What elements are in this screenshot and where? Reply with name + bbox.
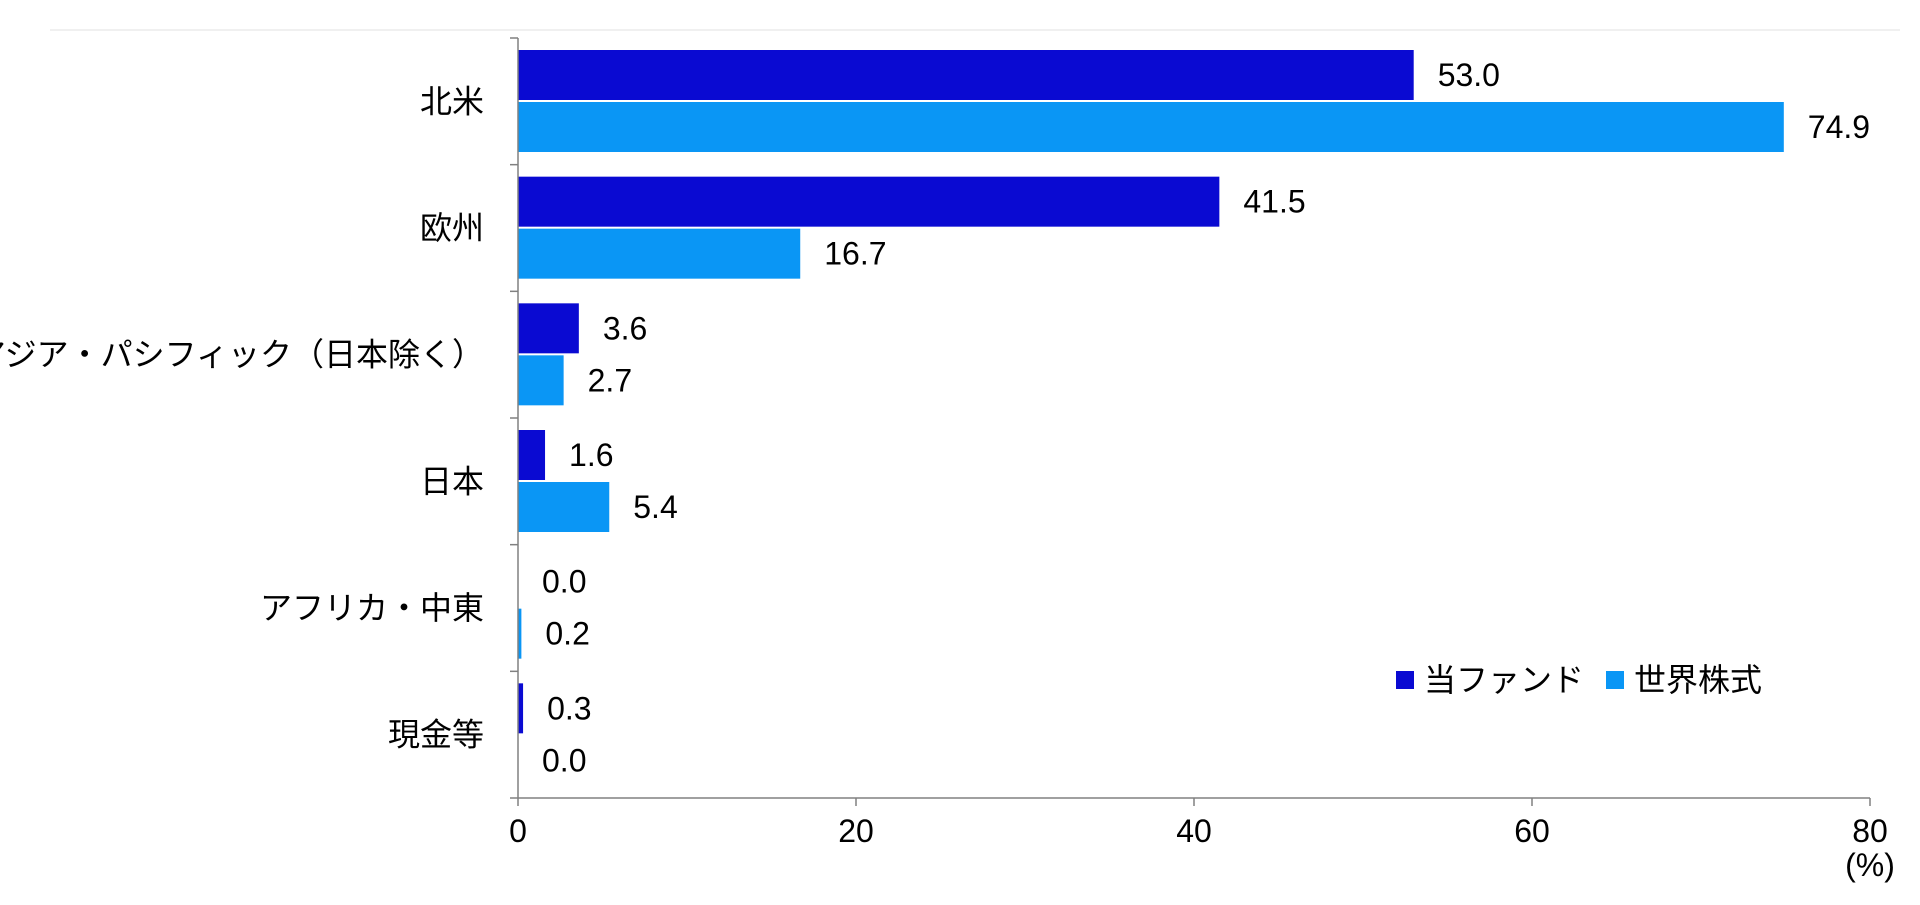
value-label: 1.6: [569, 437, 613, 473]
category-label: アフリカ・中東: [260, 590, 484, 626]
x-tick-label: 20: [838, 813, 874, 849]
value-label: 0.2: [545, 616, 589, 652]
bar-world: [518, 228, 801, 279]
legend-label: 世界株式: [1634, 662, 1762, 698]
axes-layer: 0 20 40 60 80(%): [509, 37, 1895, 883]
value-label: 16.7: [824, 236, 886, 272]
legend-label: 当ファンド: [1424, 662, 1584, 698]
value-label: 0.0: [542, 742, 586, 778]
category-label: アジア・パシフィック（日本除く）: [0, 337, 484, 373]
bar-world: [518, 608, 522, 659]
bar-world: [518, 355, 564, 406]
x-tick-label: 40: [1176, 813, 1212, 849]
value-label: 3.6: [603, 310, 647, 346]
x-tick-label: 80: [1852, 813, 1888, 849]
bar-fund: [518, 683, 524, 734]
category-label: 北米: [420, 83, 484, 119]
legend: 当ファンド 世界株式: [1396, 662, 1762, 698]
bar-world: [518, 102, 1784, 152]
bar-fund: [518, 430, 546, 480]
category-label: 欧州: [420, 210, 484, 246]
value-label: 0.0: [542, 564, 586, 600]
category-label: 日本: [420, 463, 484, 499]
category-label: 現金等: [388, 717, 484, 753]
value-label: 74.9: [1808, 109, 1870, 145]
value-label: 53.0: [1438, 57, 1500, 93]
legend-swatch-fund: [1396, 671, 1414, 689]
bars-layer: [518, 50, 1784, 734]
bar-fund: [518, 176, 1220, 227]
legend-swatch-world: [1606, 671, 1624, 689]
x-tick-label: 60: [1514, 813, 1550, 849]
value-label: 41.5: [1243, 184, 1305, 220]
bar-fund: [518, 303, 579, 354]
value-label: 2.7: [588, 362, 632, 398]
bar-world: [518, 482, 610, 532]
x-tick-label: 0: [509, 813, 527, 849]
bar-fund: [518, 50, 1414, 100]
value-label: 0.3: [547, 690, 591, 726]
x-axis-unit-label: (%): [1845, 847, 1895, 883]
value-label: 5.4: [633, 489, 677, 525]
